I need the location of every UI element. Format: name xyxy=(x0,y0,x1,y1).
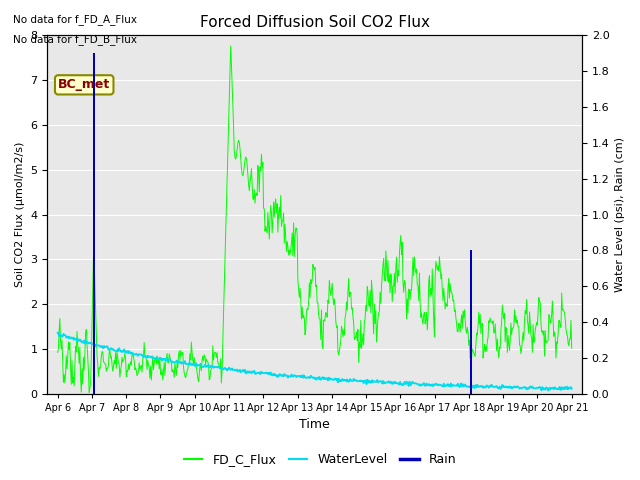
Line: FD_C_Flux: FD_C_Flux xyxy=(58,46,572,393)
WaterLevel xyxy=(195,362,203,368)
Line: WaterLevel: WaterLevel xyxy=(58,333,572,391)
FD_C_Flux xyxy=(227,43,234,49)
Text: No data for f_FD_A_Flux: No data for f_FD_A_Flux xyxy=(13,14,137,25)
FD_C_Flux xyxy=(116,367,124,373)
Bar xyxy=(470,251,472,394)
WaterLevel xyxy=(377,378,385,384)
Text: BC_met: BC_met xyxy=(58,78,110,91)
WaterLevel xyxy=(63,334,71,340)
FD_C_Flux xyxy=(196,363,204,369)
X-axis label: Time: Time xyxy=(300,419,330,432)
FD_C_Flux xyxy=(63,366,71,372)
FD_C_Flux xyxy=(169,367,177,372)
WaterLevel xyxy=(168,359,176,364)
Y-axis label: Soil CO2 Flux (μmol/m2/s): Soil CO2 Flux (μmol/m2/s) xyxy=(15,142,25,287)
FD_C_Flux xyxy=(568,346,575,351)
Title: Forced Diffusion Soil CO2 Flux: Forced Diffusion Soil CO2 Flux xyxy=(200,15,429,30)
Legend: FD_C_Flux, WaterLevel, Rain: FD_C_Flux, WaterLevel, Rain xyxy=(179,448,461,471)
FD_C_Flux xyxy=(85,390,93,396)
FD_C_Flux xyxy=(54,349,61,355)
Y-axis label: Water Level (psi), Rain (cm): Water Level (psi), Rain (cm) xyxy=(615,137,625,292)
Bar xyxy=(93,53,95,394)
FD_C_Flux xyxy=(394,279,401,285)
WaterLevel xyxy=(568,386,575,392)
WaterLevel xyxy=(544,388,552,394)
WaterLevel xyxy=(392,380,399,386)
Text: No data for f_FD_B_Flux: No data for f_FD_B_Flux xyxy=(13,34,137,45)
FD_C_Flux xyxy=(378,273,386,278)
WaterLevel xyxy=(116,348,124,353)
WaterLevel xyxy=(54,330,61,336)
